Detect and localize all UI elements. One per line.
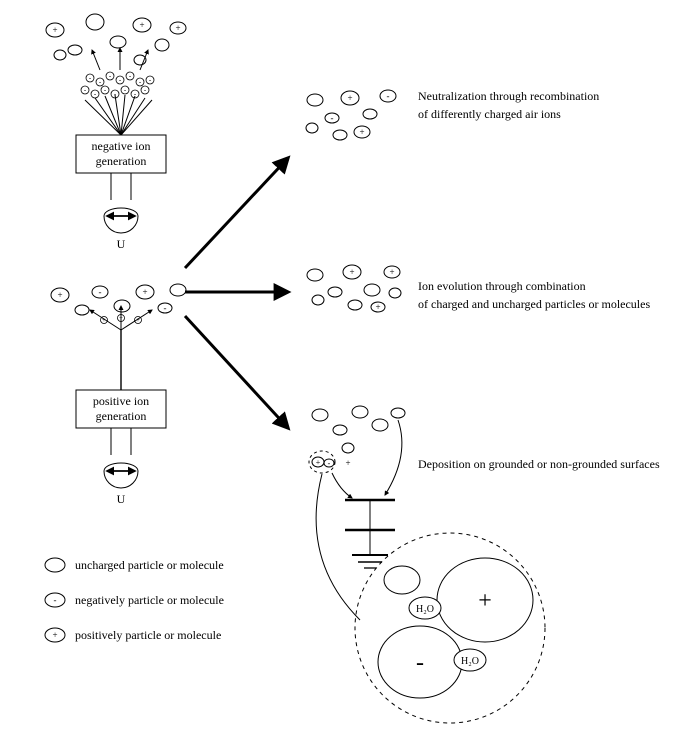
h2o-label-2: H₂O xyxy=(461,656,479,667)
svg-text:+: + xyxy=(316,458,321,467)
process1-text-a: Neutralization through recombination xyxy=(418,89,599,103)
svg-text:-: - xyxy=(109,72,112,80)
svg-text:+: + xyxy=(142,287,147,297)
legend: uncharged particle or molecule - negativ… xyxy=(45,558,224,642)
svg-text:+: + xyxy=(347,93,352,103)
legend-uncharged: uncharged particle or molecule xyxy=(75,558,224,572)
negative-box-line1: negative ion xyxy=(92,139,151,153)
process1-text-b: of differently charged air ions xyxy=(418,107,561,121)
svg-text:+: + xyxy=(349,267,354,277)
svg-text:+: + xyxy=(375,302,380,312)
h2o-label-1: H₂O xyxy=(416,604,434,615)
svg-text:-: - xyxy=(331,113,334,123)
plus-sign: + xyxy=(52,25,57,35)
svg-text:-: - xyxy=(94,90,97,98)
svg-text:-: - xyxy=(129,72,132,80)
positive-ion-source: + + - - + + + positive ion generation U xyxy=(51,284,186,506)
negative-box-line2: generation xyxy=(96,154,147,168)
svg-text:-: - xyxy=(119,76,122,84)
positive-box-line2: generation xyxy=(96,409,147,423)
svg-text:-: - xyxy=(124,86,127,94)
plus-sign: + xyxy=(175,23,180,33)
svg-text:-: - xyxy=(89,74,92,82)
svg-text:-: - xyxy=(164,303,167,313)
svg-text:-: - xyxy=(139,78,142,86)
svg-text:-: - xyxy=(99,78,102,86)
svg-text:-: - xyxy=(99,287,102,297)
process3-text: Deposition on grounded or non-grounded s… xyxy=(418,457,660,471)
svg-text:+: + xyxy=(389,267,394,277)
svg-text:+: + xyxy=(102,316,106,324)
svg-text:+: + xyxy=(57,290,62,300)
u-label-bottom: U xyxy=(117,492,126,506)
ion-diagram: + + + -- -- -- -- -- -- -- xyxy=(0,0,691,754)
legend-positive: positively particle or molecule xyxy=(75,628,221,642)
svg-text:-: - xyxy=(84,86,87,94)
svg-text:+: + xyxy=(345,458,350,468)
big-plus: + xyxy=(478,588,492,614)
big-minus: - xyxy=(416,650,424,676)
svg-text:+: + xyxy=(52,630,57,640)
svg-text:-: - xyxy=(54,595,57,605)
svg-text:-: - xyxy=(387,91,390,101)
process2-text-a: Ion evolution through combination xyxy=(418,279,586,293)
cluster-neutralization: + + - - Neutralization through recombina… xyxy=(306,89,599,140)
positive-box-line1: positive ion xyxy=(93,394,149,408)
process2-text-b: of charged and uncharged particles or mo… xyxy=(418,297,650,311)
svg-text:+: + xyxy=(359,127,364,137)
svg-text:-: - xyxy=(144,86,147,94)
cluster-evolution: + + + Ion evolution through combination … xyxy=(307,265,650,312)
svg-text:+: + xyxy=(136,316,140,324)
negative-ion-source: + + + -- -- -- -- -- -- -- xyxy=(46,14,186,251)
svg-text:-: - xyxy=(149,76,152,84)
svg-text:+: + xyxy=(119,314,123,322)
legend-negative: negatively particle or molecule xyxy=(75,593,224,607)
svg-text:-: - xyxy=(328,459,331,468)
u-label-top: U xyxy=(117,237,126,251)
plus-sign: + xyxy=(139,20,144,30)
detail-zoom: + - H₂O H₂O xyxy=(355,533,545,723)
process-arrows xyxy=(185,158,288,428)
svg-text:-: - xyxy=(104,86,107,94)
